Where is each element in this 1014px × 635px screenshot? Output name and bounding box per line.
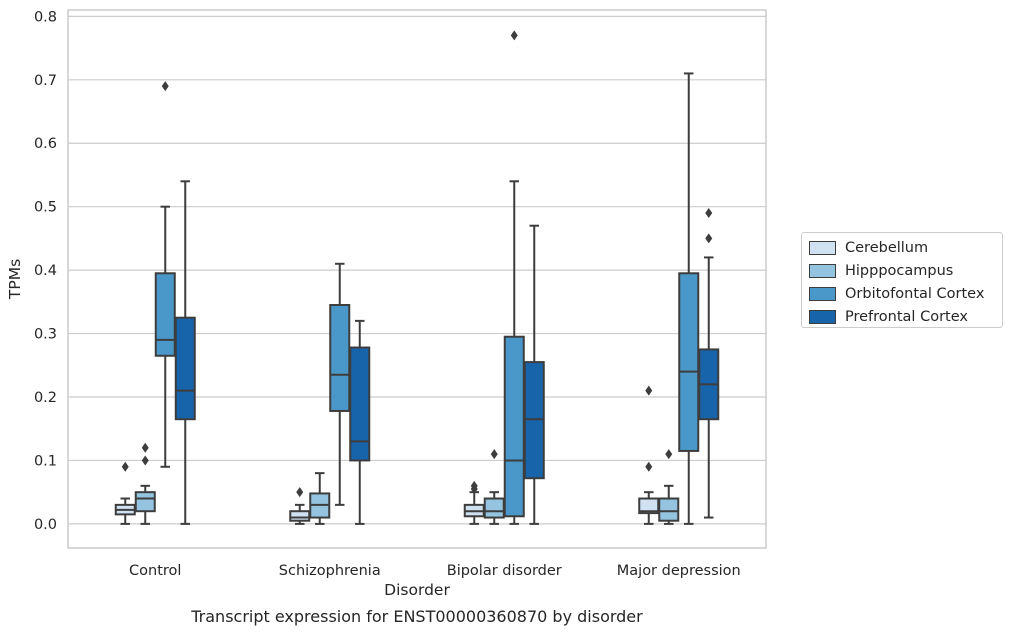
- box: [289, 510, 311, 522]
- y-tick-label: 0.3: [34, 327, 57, 343]
- x-tick-label: Bipolar disorder: [447, 563, 562, 579]
- outlier-point: [665, 449, 673, 460]
- outlier-point: [490, 449, 498, 460]
- outlier-point: [705, 233, 713, 244]
- outlier-point: [470, 480, 478, 491]
- x-axis-label: Disorder: [384, 581, 450, 599]
- legend-label-orbitofrontal: Orbitofontal Cortex: [845, 285, 985, 302]
- y-tick-label: 0.7: [34, 73, 57, 89]
- y-axis-label: TPMs: [6, 259, 24, 300]
- legend-swatch-hippocampus: [809, 263, 836, 278]
- y-tick-label: 0.8: [34, 9, 57, 25]
- y-tick-label: 0.5: [34, 200, 57, 216]
- outlier-point: [141, 455, 149, 466]
- legend-item-hippocampus: Hipppocampus: [809, 259, 1002, 282]
- legend-swatch-orbitofrontal: [809, 286, 836, 301]
- box: [174, 316, 196, 421]
- outlier-point: [510, 30, 518, 41]
- legend-label-cerebellum: Cerebellum: [845, 239, 929, 256]
- y-tick-label: 0.0: [34, 517, 57, 533]
- box: [678, 272, 700, 452]
- y-tick-label: 0.4: [34, 263, 57, 279]
- outlier-point: [645, 385, 653, 396]
- legend-item-orbitofrontal: Orbitofontal Cortex: [809, 282, 1002, 305]
- legend-label-hippocampus: Hipppocampus: [845, 262, 954, 279]
- y-tick-label: 0.6: [34, 136, 57, 152]
- outlier-point: [141, 442, 149, 453]
- legend-label-prefrontal: Prefrontal Cortex: [845, 308, 968, 325]
- box: [658, 497, 680, 522]
- box: [349, 346, 371, 462]
- outlier-point: [296, 487, 304, 498]
- y-tick-label: 0.1: [34, 453, 57, 469]
- legend-swatch-cerebellum: [809, 240, 836, 255]
- x-tick-label: Major depression: [617, 563, 741, 579]
- box: [329, 304, 351, 412]
- x-tick-label: Schizophrenia: [279, 563, 381, 579]
- outlier-point: [705, 208, 713, 219]
- chart-legend: Cerebellum Hipppocampus Orbitofontal Cor…: [801, 232, 1003, 328]
- outlier-point: [161, 81, 169, 92]
- box: [503, 335, 525, 518]
- plot-frame: [67, 9, 767, 549]
- outlier-point: [645, 461, 653, 472]
- outlier-point: [121, 461, 129, 472]
- legend-swatch-prefrontal: [809, 309, 836, 324]
- x-tick-label: Control: [129, 563, 181, 579]
- legend-item-cerebellum: Cerebellum: [809, 236, 1002, 259]
- box: [154, 272, 176, 357]
- box: [134, 491, 156, 513]
- box: [483, 497, 505, 519]
- y-tick-label: 0.2: [34, 390, 57, 406]
- legend-item-prefrontal: Prefrontal Cortex: [809, 305, 1002, 328]
- figure-caption: Transcript expression for ENST0000036087…: [191, 607, 643, 626]
